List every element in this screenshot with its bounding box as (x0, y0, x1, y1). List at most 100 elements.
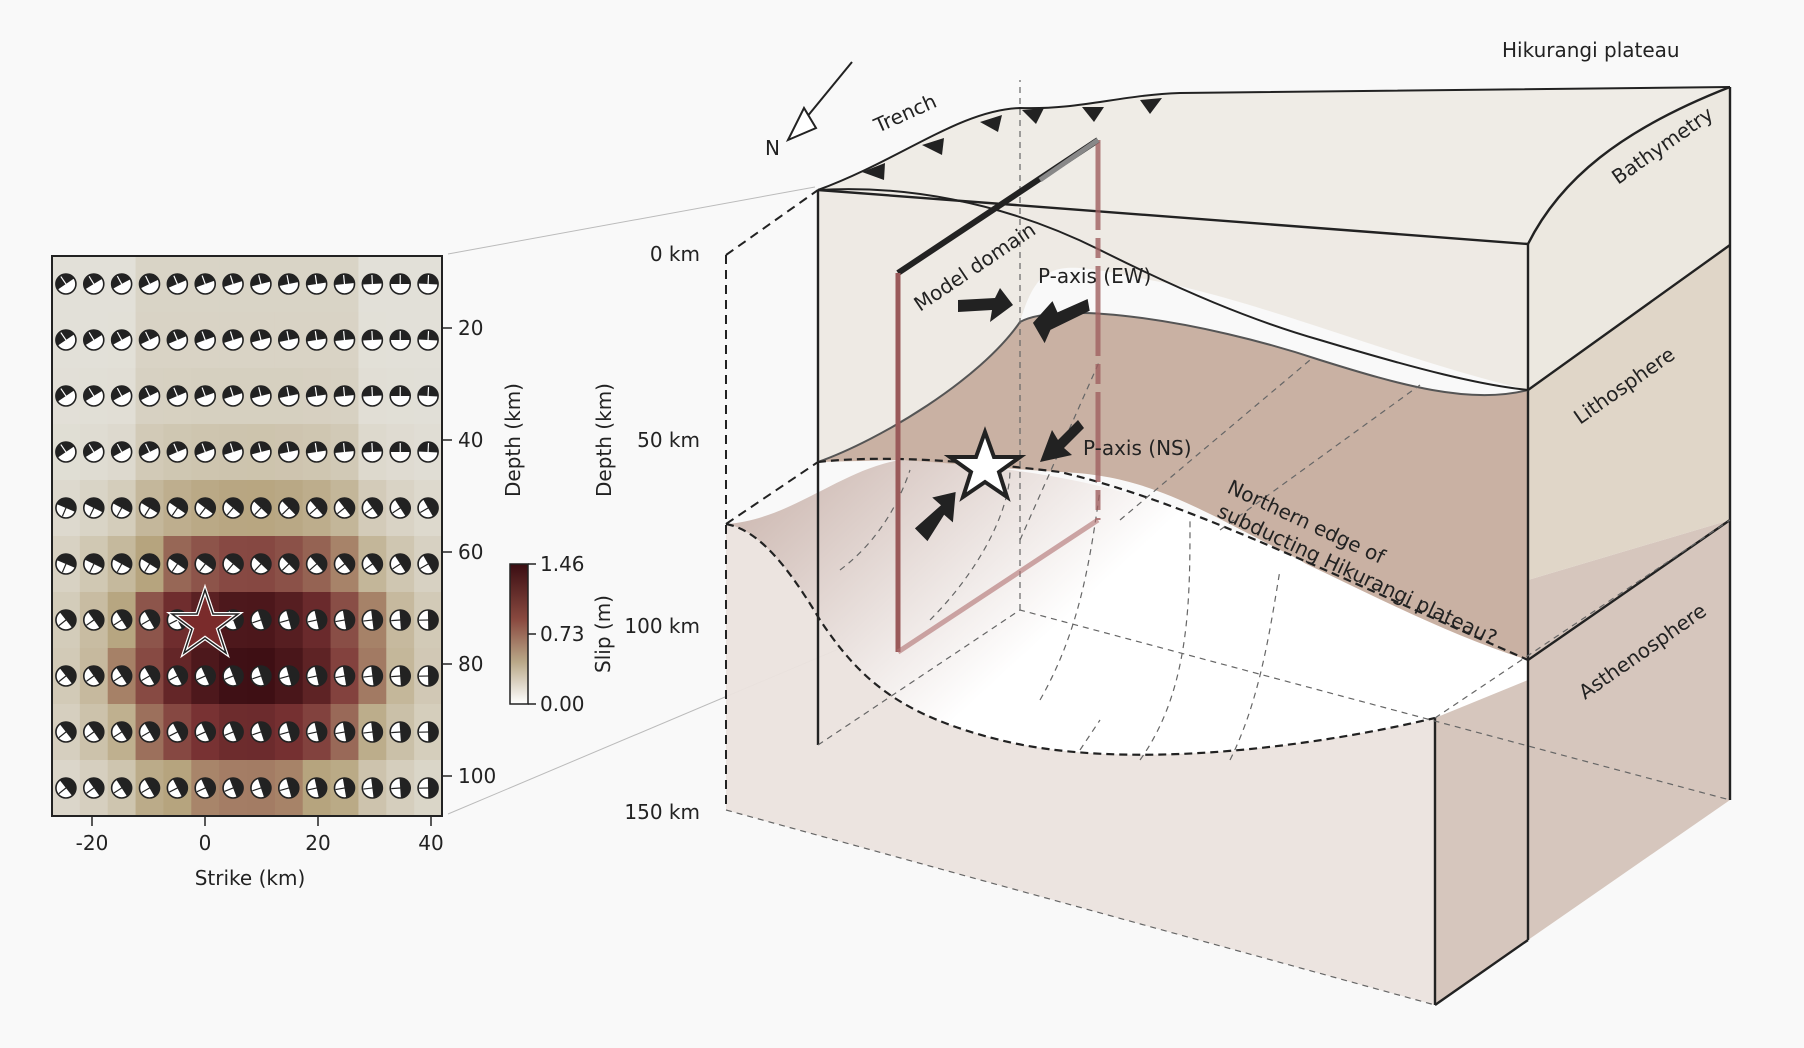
beachball-icon (389, 553, 412, 575)
model-domain (895, 137, 1101, 655)
beachball-icon (277, 665, 300, 687)
beachball-icon (138, 497, 161, 519)
beachball-icon (333, 385, 356, 407)
beachball-icon (55, 385, 77, 407)
beachball-icon (277, 609, 300, 631)
slip-cells (52, 256, 443, 817)
beachball-icon (277, 497, 300, 519)
depth-tick: 20 (458, 316, 483, 340)
beachball-icon (138, 609, 161, 631)
beachball-icon (250, 497, 272, 519)
colorbar-tick: 0.00 (540, 692, 585, 716)
beachball-icon (361, 385, 384, 407)
p-axis-ns-label: P-axis (NS) (1083, 436, 1192, 460)
beachball-icon (333, 553, 356, 575)
beachball-icon (361, 721, 384, 743)
beachball-icon (389, 273, 412, 295)
beachball-icon (417, 441, 439, 463)
beachball-icon (110, 273, 133, 295)
colorbar-label: Slip (m) (591, 595, 615, 673)
beachball-icon (333, 497, 356, 519)
beachball-icon (138, 721, 161, 743)
beachball-icon (138, 441, 161, 463)
beachball-icon (82, 553, 105, 575)
beachball-icon (82, 273, 105, 295)
beachball-icon (361, 609, 384, 631)
beachball-icon (277, 553, 300, 575)
beachball-icon (110, 329, 133, 351)
beachball-icon (222, 441, 244, 463)
beachball-icon (194, 665, 217, 687)
beachball-icon (55, 553, 77, 575)
beachball-icon (55, 609, 77, 631)
beachball-icon (166, 441, 189, 463)
beachball-icon (194, 553, 217, 575)
beachball-icon (333, 273, 356, 295)
beachball-icon (361, 441, 384, 463)
depth-label-100: 100 km (624, 614, 700, 638)
beachball-icon (166, 721, 189, 743)
beachball-icon (55, 665, 77, 687)
beachball-icon (138, 385, 161, 407)
beachball-icon (194, 385, 217, 407)
beachball-icon (194, 273, 217, 295)
beachball-icon (333, 665, 356, 687)
beachball-icon (222, 385, 244, 407)
water-front-face (818, 190, 1528, 462)
asthenosphere-front-face (726, 524, 1435, 1005)
beachball-icon (389, 385, 412, 407)
bathymetry-right-face (1528, 87, 1730, 390)
diagram-depth-axis-label: Depth (km) (592, 383, 616, 497)
beachball-icon (222, 777, 244, 799)
colorbar-tick: 1.46 (540, 552, 585, 576)
beachball-icon (166, 665, 189, 687)
beachball-icon (250, 273, 272, 295)
beachball-icon (222, 497, 244, 519)
asthenosphere-right-face (1528, 520, 1730, 940)
beachball-icon (194, 441, 217, 463)
beachball-icon (417, 329, 439, 351)
slip-colorbar: 1.46 0.73 0.00 Slip (m) (509, 552, 615, 716)
beachball-icon (166, 385, 189, 407)
beachball-icon (361, 553, 384, 575)
beachball-icon (55, 441, 77, 463)
slip-map-frame (51, 255, 443, 817)
beachball-icon (250, 329, 272, 351)
beachball-icon (110, 497, 133, 519)
beachball-icon (110, 553, 133, 575)
trench-label: Trench (869, 89, 940, 138)
depth-axis-label: Depth (km) (501, 383, 525, 497)
p-axis-ns-arrows-icon (914, 420, 1084, 542)
depth-tick: 80 (458, 652, 483, 676)
depth-tick: 100 (458, 764, 496, 788)
beachball-icon (417, 721, 439, 743)
p-axis-ew-label: P-axis (EW) (1038, 264, 1151, 288)
depth-tick: 60 (458, 540, 483, 564)
beachball-icon (361, 665, 384, 687)
beachball-icon (82, 441, 105, 463)
north-arrow-icon: N (765, 61, 853, 160)
depth-label-50: 50 km (637, 428, 700, 452)
beachball-icon (361, 777, 384, 799)
connector-line (447, 186, 816, 255)
beachball-icon (82, 721, 105, 743)
depth-axis: 20 40 60 80 100 Depth (km) (442, 316, 525, 788)
beachball-icon (110, 721, 133, 743)
beachball-icon (55, 721, 77, 743)
beachball-icon (417, 553, 439, 575)
beachball-icon (417, 609, 439, 631)
beachball-icon (166, 553, 189, 575)
hypocenter-3d-star-icon (943, 426, 1027, 502)
beachball-icon (55, 329, 77, 351)
beachball-icon (250, 721, 272, 743)
beachball-icon (417, 777, 439, 799)
beachball-icon (417, 273, 439, 295)
beachball-icon (194, 777, 217, 799)
north-label: N (765, 136, 780, 160)
beachball-icon (222, 553, 244, 575)
beachball-icon (305, 553, 328, 575)
beachball-icon (389, 609, 412, 631)
asthenosphere-side-face (1435, 680, 1528, 1005)
beachball-icon (305, 721, 328, 743)
